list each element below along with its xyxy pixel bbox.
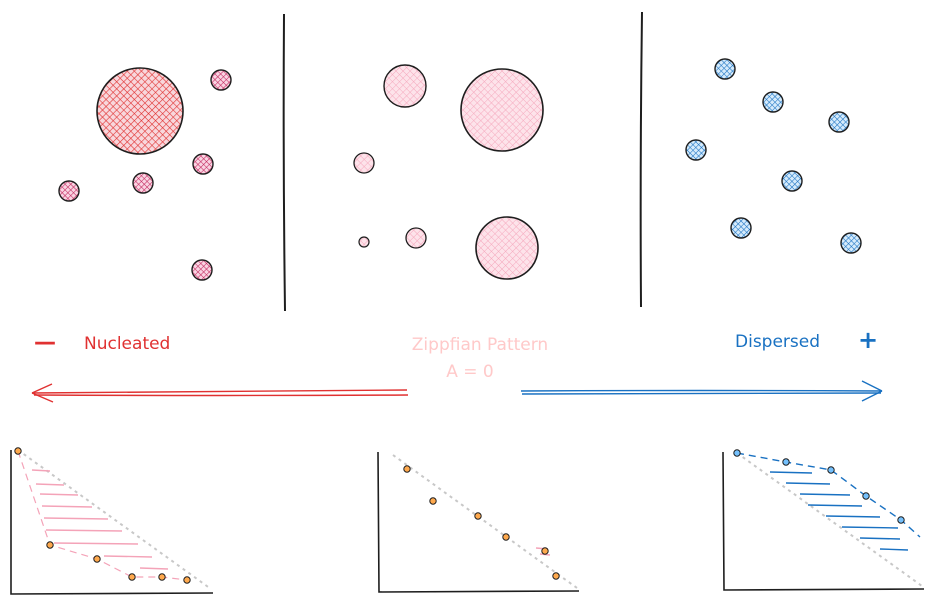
data-point — [827, 466, 835, 474]
zipfian-map — [353, 64, 544, 280]
settlement-circle — [762, 91, 784, 113]
tiny-settlement-circle — [358, 236, 370, 248]
data-point — [93, 555, 101, 563]
data-point — [897, 516, 905, 524]
settlement-circle — [828, 111, 850, 133]
data-point — [502, 533, 510, 541]
data-point — [183, 576, 191, 584]
settlement-circle — [781, 170, 803, 192]
data-point — [429, 497, 437, 505]
zipfian-rank-size-plot — [377, 451, 580, 593]
settlement-circle — [730, 217, 752, 239]
right-arrow — [520, 380, 883, 402]
large-settlement-circle — [475, 216, 539, 280]
settlement-circle — [714, 58, 736, 80]
medium-settlement-circle — [383, 64, 427, 108]
plus-sign: + — [858, 326, 878, 354]
minus-sign: — — [34, 330, 56, 355]
vertical-divider-left — [282, 13, 286, 312]
vertical-divider-right — [639, 11, 643, 308]
small-settlement-circle — [58, 180, 80, 202]
settlement-circle — [840, 232, 862, 254]
small-settlement-circle — [210, 69, 232, 91]
zipfian-label: Zippfian Pattern — [412, 335, 548, 355]
data-point — [158, 573, 166, 581]
dispersed-rank-size-plot — [722, 449, 925, 591]
small-settlement-circle — [191, 259, 213, 281]
nucleated-map — [58, 67, 232, 281]
data-point — [128, 573, 136, 581]
data-point — [14, 447, 22, 455]
small-settlement-circle — [405, 227, 427, 249]
data-point — [403, 465, 411, 473]
settlement-circle — [685, 139, 707, 161]
nucleated-rank-size-plot — [10, 447, 214, 595]
zipfian-equation: A = 0 — [446, 362, 494, 382]
large-settlement-circle — [96, 67, 184, 155]
data-point — [541, 547, 549, 555]
dispersed-map — [685, 58, 862, 254]
left-arrow — [31, 383, 409, 403]
dispersed-label: Dispersed — [735, 332, 820, 352]
data-point — [782, 458, 790, 466]
data-point — [552, 572, 560, 580]
small-settlement-circle — [192, 153, 214, 175]
data-point — [46, 541, 54, 549]
small-settlement-circle — [132, 172, 154, 194]
data-point — [862, 492, 870, 500]
large-settlement-circle — [460, 68, 544, 152]
nucleated-label: Nucleated — [84, 334, 170, 354]
data-point — [733, 449, 741, 457]
data-point — [474, 512, 482, 520]
small-settlement-circle — [353, 152, 375, 174]
